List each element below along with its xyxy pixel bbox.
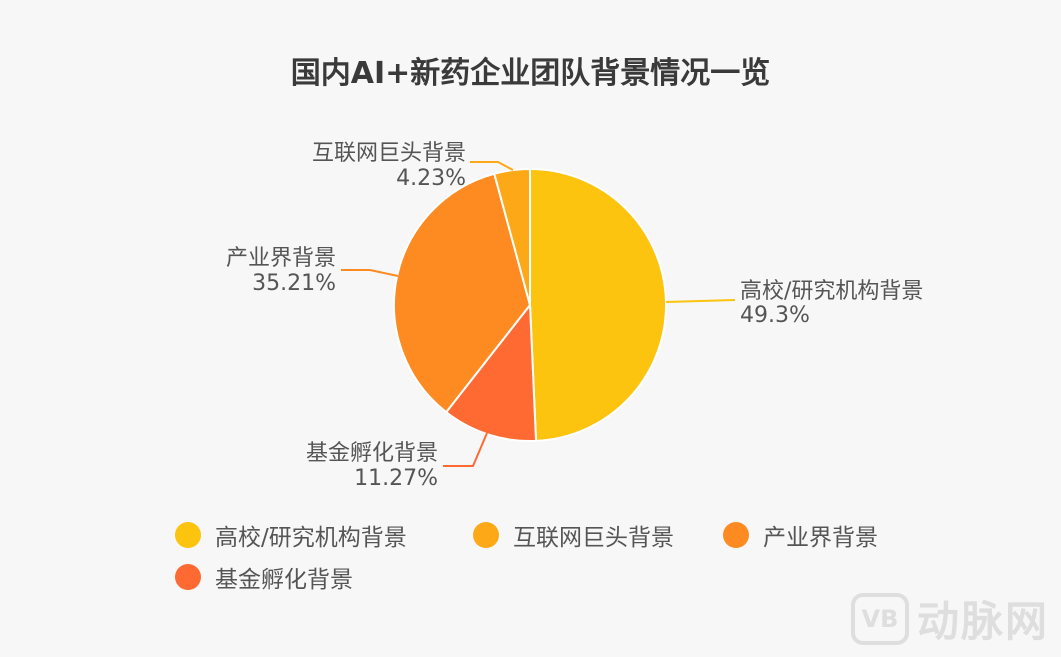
legend-label: 产业界背景 xyxy=(763,525,878,551)
slice-label: 产业界背景 xyxy=(226,246,336,271)
legend-marker-icon xyxy=(473,522,499,548)
leader-line xyxy=(341,269,399,277)
leader-line xyxy=(443,432,488,467)
legend-marker-icon xyxy=(723,522,749,548)
slice-label: 高校/研究机构背景 xyxy=(740,279,923,304)
slice-value-label: 49.3% xyxy=(740,303,810,328)
legend-item: 产业界背景 xyxy=(723,518,878,552)
slice-label: 基金孵化背景 xyxy=(306,441,438,466)
pie-slice xyxy=(444,302,538,442)
legend-item: 互联网巨头背景 xyxy=(473,518,674,552)
leader-line xyxy=(665,299,736,303)
legend-item: 高校/研究机构背景 xyxy=(175,518,407,552)
pie-slice xyxy=(529,167,667,442)
legend-item: 基金孵化背景 xyxy=(175,560,353,594)
slice-value-label: 35.21% xyxy=(252,271,336,296)
slice-label: 互联网巨头背景 xyxy=(312,141,466,166)
chart-title: 国内AI+新药企业团队背景情况一览 xyxy=(290,56,771,91)
watermark-logo-icon: VB xyxy=(850,592,909,645)
slice-value-label: 4.23% xyxy=(396,166,466,191)
legend-label: 互联网巨头背景 xyxy=(513,525,674,551)
slice-value-label: 11.27% xyxy=(354,466,438,491)
watermark: VB 动脉网 xyxy=(850,588,1049,649)
pie-slice xyxy=(393,172,532,414)
legend-label: 高校/研究机构背景 xyxy=(215,525,407,551)
legend-label: 基金孵化背景 xyxy=(215,567,353,593)
legend-marker-icon xyxy=(175,522,201,548)
watermark-text: 动脉网 xyxy=(916,597,1049,646)
legend-marker-icon xyxy=(175,564,201,590)
leader-line xyxy=(470,161,514,171)
